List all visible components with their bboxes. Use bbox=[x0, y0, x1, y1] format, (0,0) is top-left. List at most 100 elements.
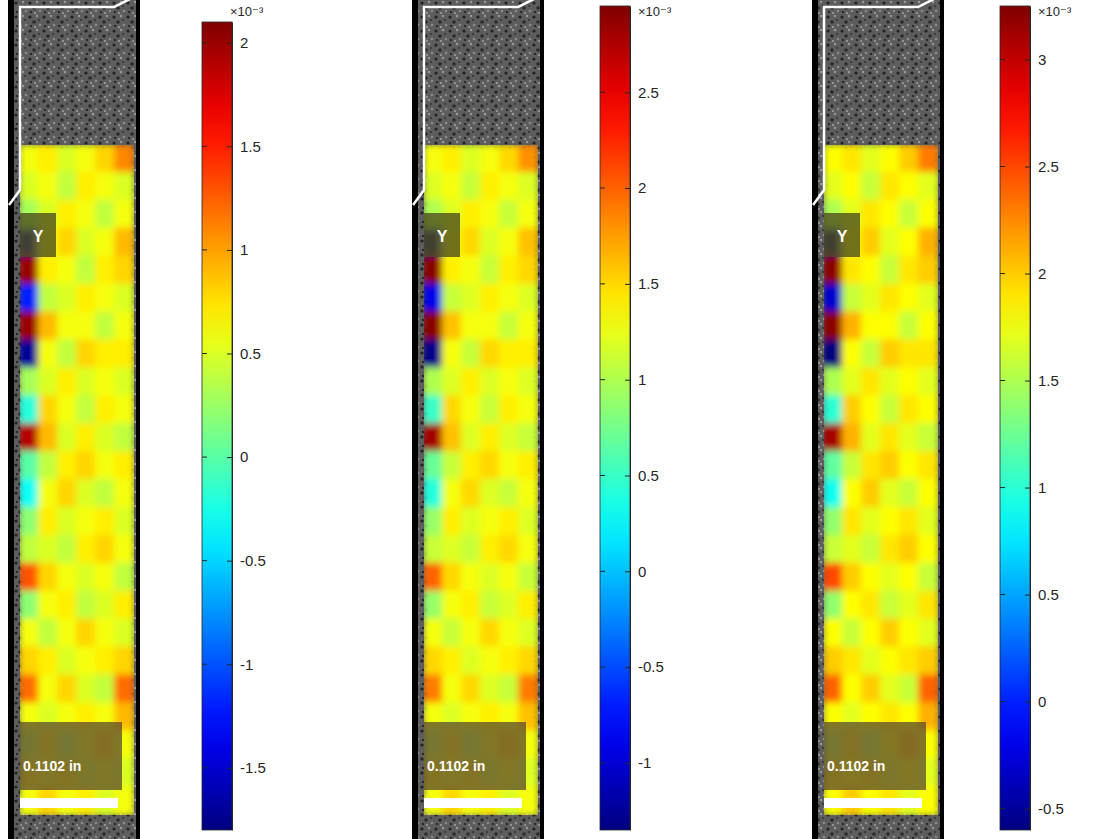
heat-cell bbox=[518, 339, 538, 369]
heat-cell bbox=[842, 423, 863, 453]
colorbar-tick-group: 0.5 bbox=[1025, 586, 1059, 603]
heat-cell bbox=[480, 535, 501, 565]
heat-cell bbox=[861, 172, 882, 202]
colorbar-multiplier: ×10⁻³ bbox=[230, 4, 264, 19]
heat-cell bbox=[480, 591, 501, 621]
heat-cell bbox=[114, 479, 134, 509]
heat-cell bbox=[442, 367, 463, 397]
heat-cell bbox=[76, 535, 97, 565]
heat-cell bbox=[824, 284, 844, 314]
colorbar-tick bbox=[202, 146, 207, 147]
heat-cell bbox=[880, 507, 901, 537]
colorbar-tick bbox=[600, 92, 605, 93]
colorbar-tick bbox=[227, 561, 232, 562]
heat-cell bbox=[424, 479, 444, 509]
heat-cell bbox=[899, 451, 920, 481]
heat-cell bbox=[95, 339, 116, 369]
colorbar-tick bbox=[625, 188, 630, 189]
colorbar-tick bbox=[227, 768, 232, 769]
heat-cell bbox=[499, 256, 520, 286]
heat-cell bbox=[461, 423, 482, 453]
heat-cell bbox=[899, 563, 920, 593]
heat-cell bbox=[57, 591, 78, 621]
heat-cell bbox=[518, 228, 538, 258]
heat-cell bbox=[424, 423, 444, 453]
heat-cell bbox=[95, 145, 116, 174]
scale-label: 0.1102 in bbox=[23, 758, 81, 774]
colorbar-tick-group: 1.5 bbox=[625, 275, 659, 292]
label-box bbox=[424, 213, 460, 257]
heat-cell bbox=[824, 563, 844, 593]
heat-cell bbox=[424, 367, 444, 397]
heat-cell bbox=[95, 507, 116, 537]
heat-cell bbox=[76, 479, 97, 509]
heat-cell bbox=[480, 563, 501, 593]
specimen-surface bbox=[418, 0, 540, 839]
heat-cell bbox=[518, 200, 538, 230]
heat-cell bbox=[20, 395, 40, 425]
heat-cell bbox=[461, 563, 482, 593]
heat-cell bbox=[880, 367, 901, 397]
heat-cell bbox=[114, 284, 134, 314]
heat-cell bbox=[95, 395, 116, 425]
specimen-surface bbox=[14, 0, 136, 839]
heat-cell bbox=[95, 284, 116, 314]
colorbar bbox=[1000, 6, 1030, 830]
heat-cell bbox=[76, 339, 97, 369]
heat-cell bbox=[861, 367, 882, 397]
heat-cell bbox=[918, 256, 938, 286]
heat-cell bbox=[442, 284, 463, 314]
heat-cell bbox=[480, 423, 501, 453]
heat-cell bbox=[95, 479, 116, 509]
heat-cell bbox=[880, 674, 901, 704]
heat-cell bbox=[499, 200, 520, 230]
heat-cell bbox=[20, 172, 40, 202]
colorbar-tick bbox=[625, 475, 630, 476]
heat-cell bbox=[480, 145, 501, 174]
heat-cell bbox=[899, 172, 920, 202]
heat-cell bbox=[518, 395, 538, 425]
heat-cell bbox=[95, 423, 116, 453]
heat-cell bbox=[95, 200, 116, 230]
heat-cell bbox=[95, 591, 116, 621]
axis-label: Y bbox=[33, 228, 44, 245]
colorbar-tick-group: 2 bbox=[625, 179, 646, 196]
heat-cell bbox=[76, 674, 97, 704]
colorbar-tick bbox=[600, 188, 605, 189]
heat-cell bbox=[57, 145, 78, 174]
heat-cell bbox=[57, 200, 78, 230]
heat-cell bbox=[442, 172, 463, 202]
heat-cell bbox=[76, 395, 97, 425]
heat-cell bbox=[918, 619, 938, 649]
strain-map bbox=[824, 145, 938, 815]
heat-cell bbox=[57, 284, 78, 314]
heat-cell bbox=[480, 256, 501, 286]
heat-cell bbox=[824, 619, 844, 649]
colorbar-tick bbox=[227, 353, 232, 354]
heat-cell bbox=[442, 563, 463, 593]
colorbar-axis: -1-0.500.511.522.5 bbox=[625, 7, 664, 831]
heat-cell bbox=[842, 563, 863, 593]
heat-cell bbox=[480, 367, 501, 397]
colorbar-tick bbox=[600, 667, 605, 668]
heat-cell bbox=[918, 563, 938, 593]
heat-cell bbox=[76, 507, 97, 537]
heat-cell bbox=[518, 423, 538, 453]
scale-box bbox=[20, 722, 122, 790]
heat-cell bbox=[861, 395, 882, 425]
strain-map bbox=[20, 145, 134, 815]
heat-cell bbox=[499, 535, 520, 565]
heat-cell bbox=[20, 507, 40, 537]
heat-cell bbox=[57, 479, 78, 509]
heat-cell bbox=[918, 284, 938, 314]
panel: Y0.1102 in-0.500.511.522.53×10⁻³ bbox=[812, 0, 1072, 839]
heat-cell bbox=[842, 674, 863, 704]
heat-cell bbox=[880, 256, 901, 286]
heat-cell bbox=[76, 423, 97, 453]
colorbar-tick bbox=[600, 571, 605, 572]
heat-cell bbox=[480, 228, 501, 258]
colorbar-tick-label: 2 bbox=[638, 179, 646, 196]
heat-cell bbox=[20, 619, 40, 649]
heat-cell bbox=[461, 339, 482, 369]
heat-cell bbox=[424, 256, 444, 286]
